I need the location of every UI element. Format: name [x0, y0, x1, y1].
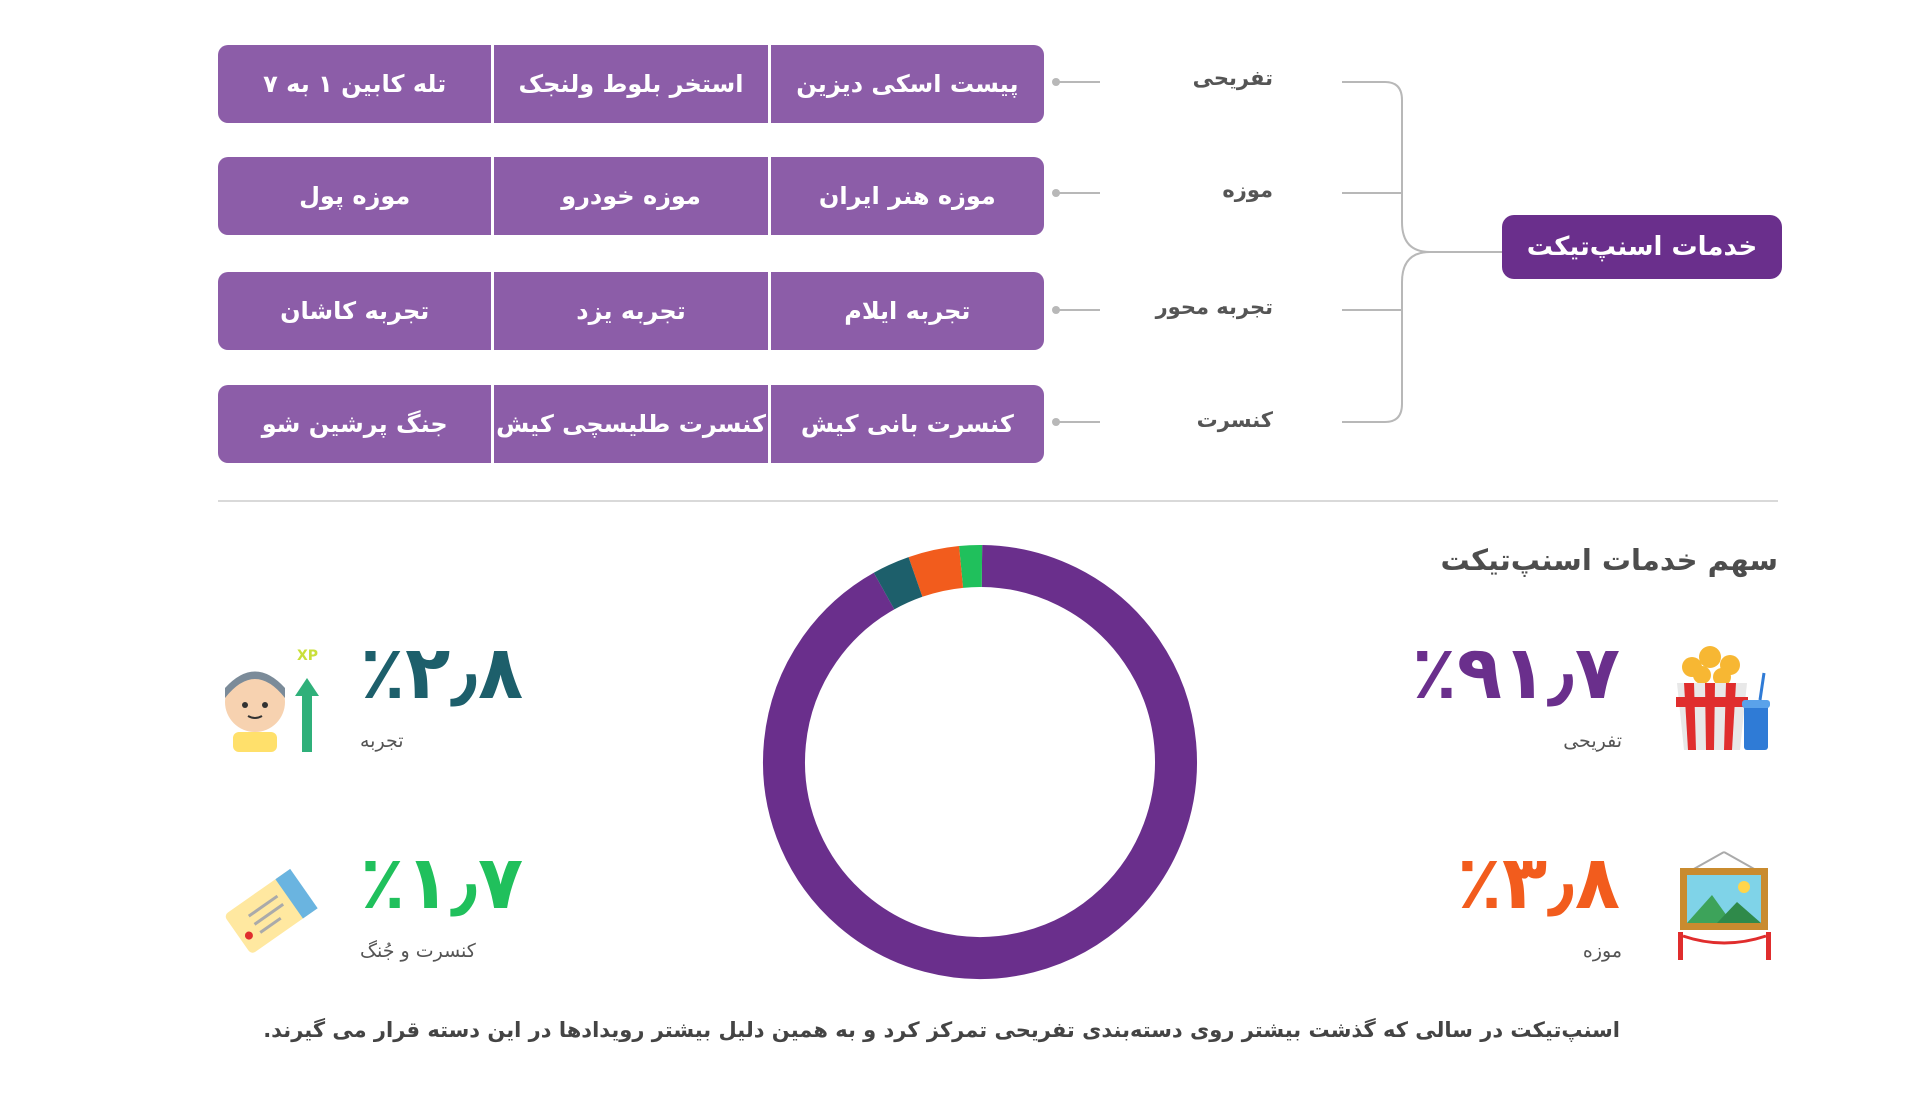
donut-chart [763, 545, 1197, 979]
tree-connectors [1052, 78, 1502, 426]
item-cell: موزه پول [218, 157, 492, 235]
pct-museum: ٪۳٫۸ [1456, 840, 1620, 926]
label-experience: تجربه [360, 730, 404, 752]
pct-concert: ٪۱٫۷ [360, 840, 524, 926]
items-row-concert: کنسرت بانی کیش کنسرت طلیسچی کیش جنگ پرشی… [218, 385, 1044, 463]
donut-slice-experience [873, 557, 923, 610]
item-cell: پیست اسکی دیزین [770, 45, 1044, 123]
section-divider [218, 500, 1778, 502]
category-label-experience: تجربه محور [1155, 295, 1273, 319]
item-cell: موزه هنر ایران [770, 157, 1044, 235]
ticket-icon [225, 868, 318, 953]
category-label-museum: موزه [1222, 178, 1273, 202]
pct-experience: ٪۲٫۸ [360, 630, 524, 716]
item-cell: موزه خودرو [491, 157, 771, 235]
category-label-concert: کنسرت [1196, 408, 1273, 432]
category-label-entertainment: تفریحی [1192, 66, 1273, 90]
item-cell: تجربه یزد [491, 272, 771, 350]
item-cell: استخر بلوط ولنجک [491, 45, 771, 123]
label-concert: کنسرت و جُنگ [360, 940, 476, 962]
items-row-entertainment: پیست اسکی دیزین استخر بلوط ولنجک تله کاب… [218, 45, 1044, 123]
item-cell: کنسرت بانی کیش [770, 385, 1044, 463]
svg-text:XP: XP [297, 648, 318, 664]
donut-slice-entertainment [763, 545, 1197, 979]
item-cell: تله کابین ۱ به ۷ [218, 45, 492, 123]
footnote: اسنپ‌تیکت در سالی که گذشت بیشتر روی دسته… [263, 1018, 1620, 1042]
donut-slice-museum [908, 546, 964, 597]
xp-avatar-icon: XP [225, 648, 319, 752]
items-row-museum: موزه هنر ایران موزه خودرو موزه پول [218, 157, 1044, 235]
donut-slice-concert [959, 545, 983, 588]
label-museum: موزه [1582, 940, 1622, 962]
root-node: خدمات اسنپ‌تیکت [1502, 215, 1782, 279]
item-cell: کنسرت طلیسچی کیش [491, 385, 771, 463]
popcorn-icon [1676, 646, 1770, 750]
item-cell: تجربه کاشان [218, 272, 492, 350]
painting-icon [1678, 851, 1771, 960]
chart-title: سهم خدمات اسنپ‌تیکت [1440, 543, 1778, 577]
label-entertainment: تفریحی [1563, 730, 1622, 752]
item-cell: تجربه ایلام [770, 272, 1044, 350]
items-row-experience: تجربه ایلام تجربه یزد تجربه کاشان [218, 272, 1044, 350]
pct-entertainment: ٪۹۱٫۷ [1411, 630, 1620, 716]
item-cell: جنگ پرشین شو [218, 385, 492, 463]
